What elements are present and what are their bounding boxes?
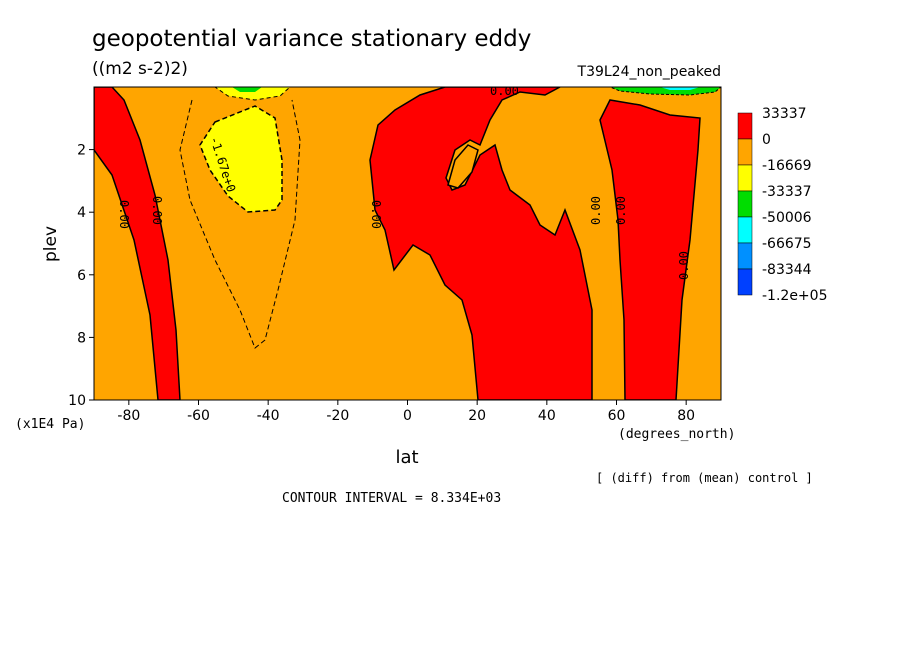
legend-swatch (737, 112, 753, 140)
contour-label: 0.00 (369, 200, 383, 229)
x-tick-label: 60 (608, 408, 626, 424)
x-tick-label: -80 (117, 408, 140, 424)
legend-swatch (737, 242, 753, 270)
contour-label: 0.00 (614, 196, 628, 225)
x-tick-label: -20 (326, 408, 349, 424)
legend-swatch (737, 164, 753, 192)
contour-interval: CONTOUR INTERVAL = 8.334E+03 (282, 491, 501, 506)
color-legend: 33337 0 -16669 -33337 -50006 -66675 -83344 -1.2… (737, 106, 827, 304)
contour-label: 0.00 (490, 84, 519, 98)
legend-swatch (737, 268, 753, 296)
field-region-top-right-cyan (660, 87, 700, 90)
chart-title: geopotential variance stationary eddy (92, 26, 531, 52)
contour-label: 0.00 (677, 251, 691, 280)
legend-swatch (737, 216, 753, 244)
legend-swatch (737, 138, 753, 166)
x-tick-label: 0 (403, 408, 412, 424)
x-tick-label: 20 (468, 408, 486, 424)
contour-label: 0.00 (150, 196, 164, 225)
legend-label: -33337 (762, 184, 812, 200)
x-tick-label: 40 (538, 408, 556, 424)
x-tick-label: -40 (257, 408, 280, 424)
field-region-red-south (94, 87, 181, 400)
legend-label: 0 (762, 132, 771, 148)
legend-label: -16669 (762, 158, 812, 174)
x-tick-label: -60 (187, 408, 210, 424)
contour-label: 0.00 (117, 200, 131, 229)
y-tick-label: 6 (77, 268, 86, 284)
axes: -80 -60 -40 -20 0 20 40 60 80 2 4 6 8 10 (68, 143, 695, 424)
y-tick-label: 10 (68, 393, 86, 409)
x-tick-label: 80 (677, 408, 695, 424)
legend-label: 33337 (762, 106, 807, 122)
field-region-yellow (199, 105, 283, 213)
y-tick-label: 4 (77, 205, 86, 221)
y-tick-label: 2 (77, 143, 86, 159)
legend-label: -50006 (762, 210, 812, 226)
y-tick-label: 8 (77, 330, 86, 346)
y-axis-label: plev (41, 226, 61, 262)
field-hole-central (447, 144, 479, 189)
x-axis-units: (degrees_north) (618, 427, 735, 442)
legend-label: -1.2e+05 (762, 288, 827, 304)
legend-swatch (737, 190, 753, 218)
experiment-label: T39L24_non_peaked (577, 64, 721, 80)
chart-units: ((m2 s-2)2) (92, 59, 188, 79)
field-region-red-north (599, 99, 701, 400)
contour-dashed-south (179, 99, 301, 349)
field-region-top-yellow (214, 87, 291, 101)
x-axis-label: lat (395, 447, 418, 468)
y-axis-units: (x1E4 Pa) (15, 417, 85, 432)
contour-label: 0.00 (589, 196, 603, 225)
contour-labels: 0.00 0.00 -1.67e+0 0.00 0.00 0.00 0.00 0… (117, 84, 691, 280)
footnote: [ (diff) from (mean) control ] (596, 471, 813, 485)
legend-label: -66675 (762, 236, 812, 252)
legend-label: -83344 (762, 262, 812, 278)
field-region-top-green (232, 87, 262, 92)
field-region-red-central (369, 87, 593, 400)
plot-area: 0.00 0.00 -1.67e+0 0.00 0.00 0.00 0.00 0… (94, 84, 721, 400)
